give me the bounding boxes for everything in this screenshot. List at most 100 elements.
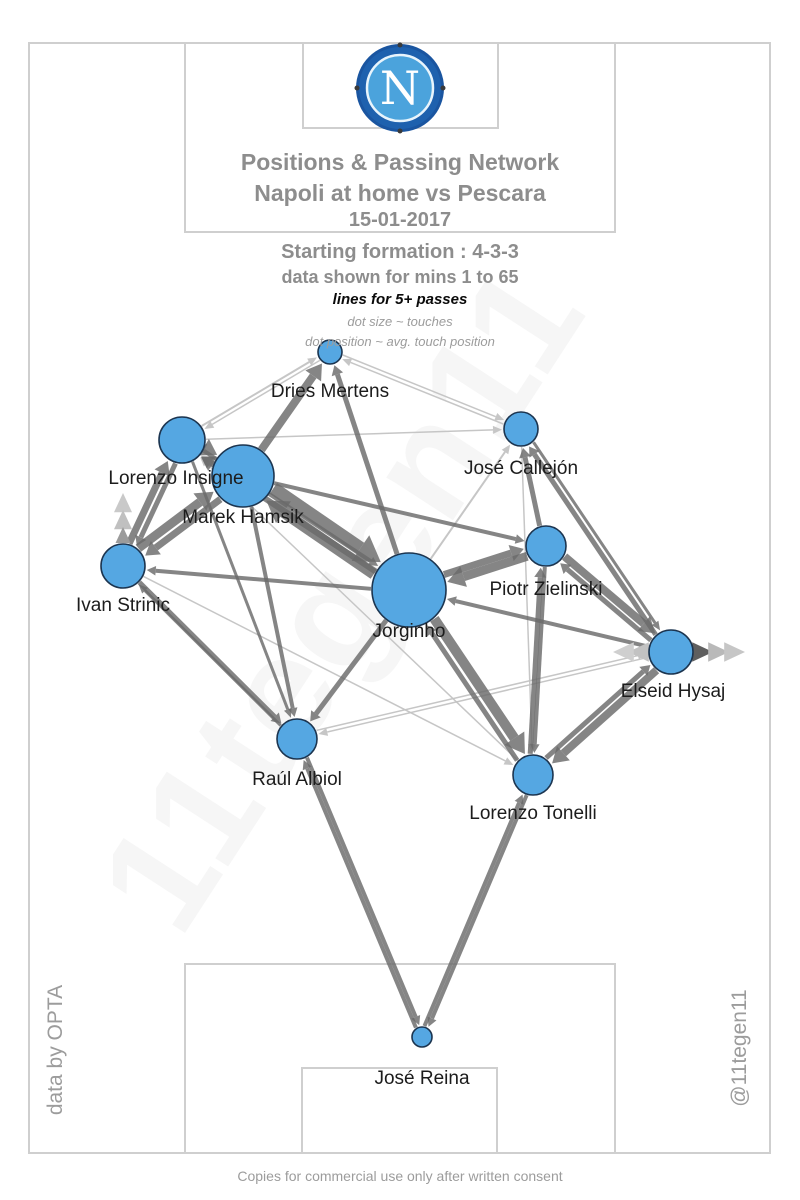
player-labels: Dries Mertens Lorenzo Insigne Marek Hamsik… xyxy=(76,381,725,1089)
player-label-hysaj: Elseid Hysaj xyxy=(621,681,726,702)
player-node-reina xyxy=(411,1026,433,1048)
pass-line xyxy=(191,461,290,710)
pass-arrowhead xyxy=(529,446,540,458)
pass-arrowhead xyxy=(204,420,215,429)
pass-line xyxy=(125,471,166,545)
consent-note: Copies for commercial use only after wri… xyxy=(237,1168,563,1184)
direction-chevron-icon xyxy=(115,527,131,543)
player-label-strinic: Ivan Strinic xyxy=(76,595,170,616)
pass-arrowhead xyxy=(284,707,292,718)
direction-chevron-icon xyxy=(114,493,132,513)
pass-arrowhead xyxy=(193,491,214,511)
pass-line xyxy=(527,577,543,754)
pass-line xyxy=(138,462,178,539)
pass-arrowhead xyxy=(514,794,524,805)
direction-chevron-icon xyxy=(628,642,649,662)
pass-arrowhead xyxy=(446,596,457,606)
player-label-callejon: José Callejón xyxy=(464,458,578,479)
pass-arrowhead xyxy=(367,557,379,566)
pass-line xyxy=(430,615,519,741)
pass-arrowhead xyxy=(519,447,531,459)
pass-line xyxy=(562,553,647,627)
pass-arrowhead xyxy=(426,625,437,637)
player-node-hamsik xyxy=(211,444,275,508)
pass-arrowhead xyxy=(135,534,147,546)
player-node-callejon xyxy=(503,411,539,447)
pass-arrowhead xyxy=(138,584,148,594)
player-node-tonelli xyxy=(512,754,554,796)
pass-arrowhead xyxy=(302,760,312,771)
pass-line xyxy=(137,580,277,719)
pass-line xyxy=(335,373,400,555)
formation-note: Starting formation : 4-3-3 xyxy=(281,241,519,263)
pass-arrowhead xyxy=(492,425,503,434)
player-node-strinic xyxy=(100,543,146,589)
pass-line xyxy=(313,618,389,716)
pass-line xyxy=(532,441,657,624)
pass-arrowhead xyxy=(504,731,525,754)
pass-line xyxy=(305,767,418,1029)
page-title: Positions & Passing Network xyxy=(240,149,560,175)
pass-arrowhead xyxy=(342,358,353,367)
dot-position-note: dot position ~ avg. touch position xyxy=(305,334,495,349)
pass-line xyxy=(206,462,519,762)
direction-chevron-icon xyxy=(724,642,745,662)
pass-line xyxy=(560,667,660,757)
direction-chevrons xyxy=(114,493,745,662)
pass-arrowhead xyxy=(305,363,322,382)
pass-arrowhead xyxy=(560,563,572,574)
player-nodes xyxy=(100,339,694,1048)
pass-line xyxy=(211,359,321,425)
goal-box-bottom xyxy=(301,1067,498,1154)
pass-arrowhead xyxy=(501,444,511,455)
player-node-zielinski xyxy=(525,525,567,567)
player-node-albiol xyxy=(276,718,318,760)
direction-chevron-icon xyxy=(692,642,713,662)
author-credit: @11tegen11 xyxy=(728,989,751,1107)
player-label-mertens: Dries Mertens xyxy=(271,381,389,402)
pass-line xyxy=(350,361,504,425)
pass-line xyxy=(522,456,543,527)
pass-lines-light xyxy=(143,354,649,766)
player-label-insigne: Lorenzo Insigne xyxy=(108,468,243,489)
pass-line xyxy=(258,373,317,453)
pass-line xyxy=(429,451,506,560)
pass-lines-dark xyxy=(125,363,661,1029)
pass-arrowhead xyxy=(651,620,661,631)
minutes-note: data shown for mins 1 to 65 xyxy=(281,267,519,287)
pass-line xyxy=(135,498,203,552)
pass-arrowhead xyxy=(494,412,505,421)
pass-arrowhead xyxy=(514,534,525,544)
direction-chevron-icon xyxy=(114,510,132,530)
pass-line xyxy=(155,568,372,591)
pass-line xyxy=(430,794,529,1020)
logo-pin-right xyxy=(440,85,446,91)
player-label-jorginho: Jorginho xyxy=(373,621,446,642)
pass-line xyxy=(429,631,520,762)
player-label-albiol: Raúl Albiol xyxy=(252,769,342,790)
pass-arrowhead xyxy=(508,544,524,561)
logo-pin-left xyxy=(354,85,360,91)
player-label-zielinski: Piotr Zielinski xyxy=(490,579,603,600)
player-label-reina: José Reina xyxy=(374,1068,469,1089)
pass-arrowhead xyxy=(201,456,215,469)
match-date: 15-01-2017 xyxy=(348,209,452,231)
pass-arrowhead xyxy=(154,460,170,477)
pass-arrowhead xyxy=(331,365,344,377)
pass-arrowhead xyxy=(447,566,467,587)
player-node-jorginho xyxy=(371,552,447,628)
data-credit: data by OPTA xyxy=(44,984,67,1116)
pass-line xyxy=(520,446,533,745)
pass-line xyxy=(455,599,650,649)
pass-line xyxy=(565,567,653,643)
pass-arrowhead xyxy=(146,565,157,576)
pass-line xyxy=(201,361,310,427)
direction-chevron-icon xyxy=(613,642,634,662)
pass-arrowhead xyxy=(639,664,651,676)
pass-arrowhead xyxy=(503,757,514,766)
pass-line xyxy=(532,566,547,745)
pass-line xyxy=(442,549,513,578)
pass-arrowhead xyxy=(270,712,282,724)
